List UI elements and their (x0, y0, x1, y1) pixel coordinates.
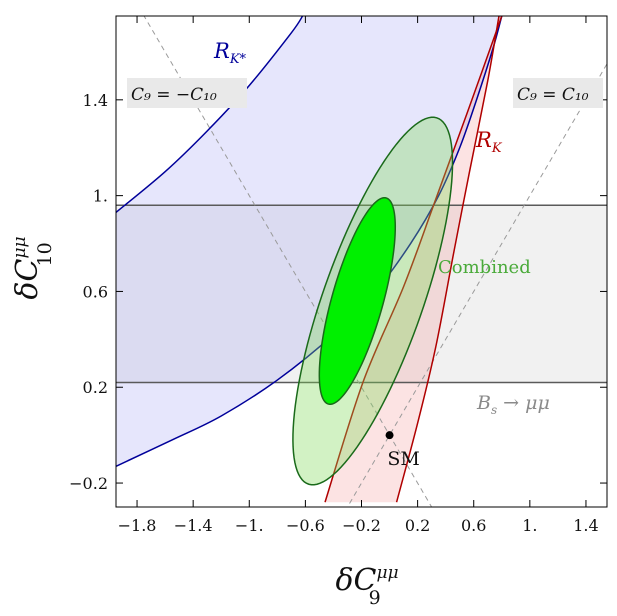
x-tick-label: 0.6 (461, 516, 486, 535)
sm-label: SM (387, 448, 419, 470)
x-tick-label: −0.6 (286, 516, 325, 535)
x-tick-label: −1.4 (174, 516, 213, 535)
y-axis-title: δCμμ 10 (10, 236, 56, 299)
rk-left-edge (324, 16, 503, 503)
y-tick-label: 0.2 (83, 378, 108, 397)
y-tick-label: 1. (93, 187, 108, 206)
bs-mumu-label: Bs → μμ (476, 392, 550, 417)
rkstar-band (116, 16, 502, 467)
x-tick-label: 0.2 (405, 516, 430, 535)
diagonal-line-1 (143, 16, 433, 507)
x-tick-label: −1.8 (118, 516, 157, 535)
y-tick-label: −0.2 (69, 474, 108, 493)
sm-point (385, 431, 394, 440)
y-axis-title-group: δCμμ 10 (10, 236, 56, 299)
diagonal-line-2 (346, 62, 607, 507)
combined-label: Combined (438, 257, 531, 278)
x-tick-label: 1.4 (573, 516, 598, 535)
rk-label: RK (475, 128, 503, 156)
diagonal-label-1: C₉ = −C₁₀ (131, 85, 217, 105)
x-axis-title: δCμμ 9 (335, 563, 398, 609)
diagonal-label-bg-1 (127, 78, 247, 108)
axes: −1.8 −1.4 −1. −0.6 −0.2 0.2 0.6 1. 1.4 −0.2 0.2 0.6… (69, 16, 607, 535)
rk-right-edge (395, 16, 500, 503)
rkstar-label: RK* (213, 39, 247, 67)
x-tick-label: −0.2 (342, 516, 381, 535)
y-tick-label: 0.6 (83, 282, 108, 301)
x-tick-label: 1. (522, 516, 537, 535)
diagonal-label-2: C₉ = C₁₀ (517, 85, 589, 105)
rk-band (325, 16, 502, 503)
combined-1sigma-region (318, 196, 397, 406)
x-tick-label: −1. (235, 516, 264, 535)
diagonal-label-bg-2 (513, 78, 603, 108)
plot-regions (116, 16, 607, 507)
y-tick-label: 1.4 (83, 91, 108, 110)
